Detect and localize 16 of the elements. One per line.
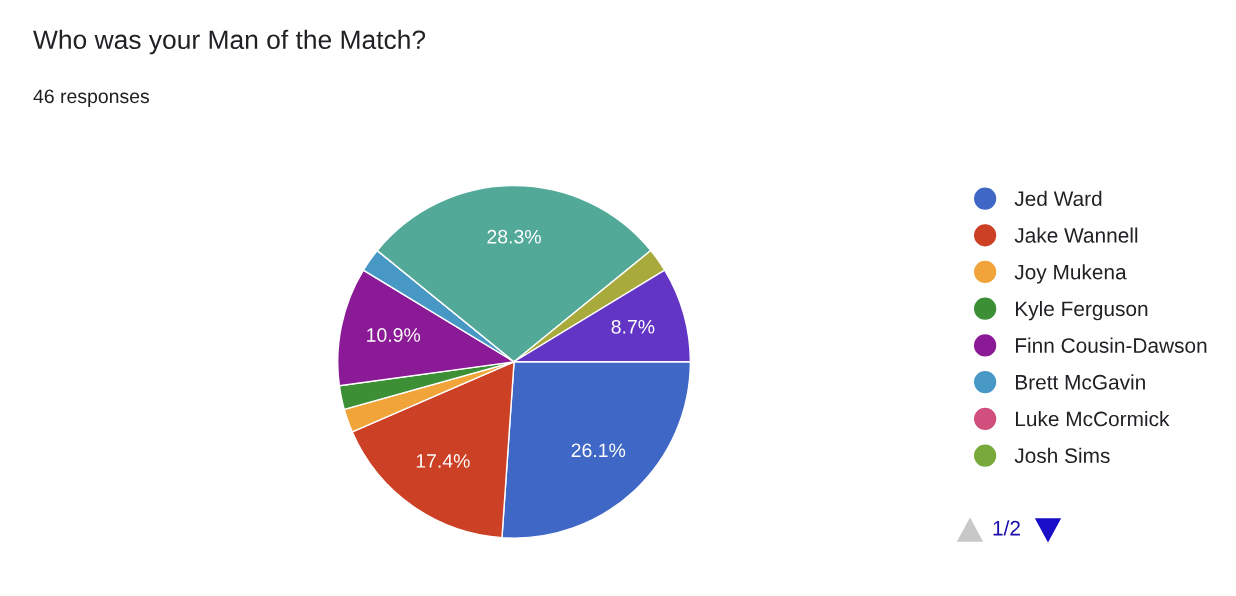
chart-title: Who was your Man of the Match? bbox=[33, 29, 426, 55]
legend-label: Jake Wannell bbox=[1014, 227, 1138, 243]
legend-label: Finn Cousin-Dawson bbox=[1016, 337, 1207, 353]
data-label: 26.1% bbox=[571, 443, 626, 458]
legend-label: Josh Sims bbox=[1014, 447, 1110, 464]
legend-label: Joy Mukena bbox=[1014, 264, 1127, 284]
text: 1/2 bbox=[993, 520, 1020, 536]
legend-label: Luke McCormick bbox=[1016, 411, 1170, 427]
text: 46 responses bbox=[33, 89, 150, 108]
legend-label: Brett McGavin bbox=[1016, 374, 1145, 390]
legend-label: Kyle Ferguson bbox=[1016, 300, 1148, 321]
data-label: 8.7% bbox=[611, 319, 655, 334]
data-label: 28.3% bbox=[487, 229, 541, 244]
data-label: 10.9% bbox=[367, 328, 421, 342]
data-label: 17.4% bbox=[416, 454, 470, 468]
legend-label: Jed Ward bbox=[1014, 190, 1102, 207]
